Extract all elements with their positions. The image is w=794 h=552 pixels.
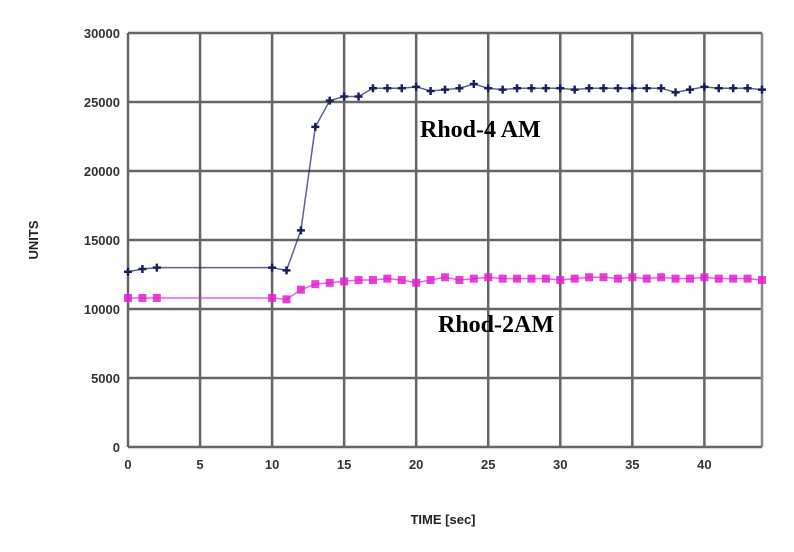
x-tick-label: 15 [337,457,351,472]
data-point [124,267,132,276]
data-point [325,278,334,287]
data-point [556,84,565,93]
data-point [700,82,709,91]
data-point [599,273,608,282]
data-point [383,274,392,283]
y-tick-label: 30000 [84,26,120,41]
x-tick-label: 20 [409,457,423,472]
y-tick-label: 15000 [84,233,120,248]
data-point [311,122,320,131]
data-point [685,85,694,94]
grid [126,31,764,449]
data-point [570,274,579,283]
y-tick-label: 5000 [91,371,120,386]
data-point [368,84,377,93]
data-point [455,276,464,285]
data-point [340,277,349,286]
data-point [585,84,594,93]
annotation-rhod4: Rhod-4 AM [420,117,541,143]
data-point [628,84,637,93]
data-point [527,84,536,93]
data-point [325,96,334,105]
data-point [268,263,277,272]
x-tick-label: 30 [553,457,567,472]
x-tick-label: 0 [124,457,131,472]
y-tick-label: 0 [113,440,120,455]
data-point [671,274,680,283]
data-point [469,80,478,89]
data-point [138,264,147,273]
annotation-rhod2: Rhod-2AM [438,312,554,338]
data-point [613,274,622,283]
data-point [412,82,421,91]
data-point [513,84,522,93]
data-point [484,273,493,282]
data-point [152,263,161,272]
data-point [282,295,291,304]
data-point [729,84,738,93]
data-point [613,84,622,93]
data-point [671,88,680,97]
y-tick-label: 10000 [84,302,120,317]
data-point [368,276,377,285]
data-point [498,274,507,283]
data-point [311,280,320,289]
x-tick-label: 5 [196,457,203,472]
data-point [268,293,277,302]
data-point [513,274,522,283]
data-point [340,92,349,101]
data-point [541,84,550,93]
data-point [758,85,766,94]
data-point [282,266,291,275]
data-point [556,276,565,285]
x-tick-label: 10 [265,457,279,472]
data-point [412,278,421,287]
data-point [354,276,363,285]
data-point [152,293,161,302]
data-point [296,285,305,294]
data-point [441,85,449,94]
y-tick-label: 20000 [84,164,120,179]
x-axis-label: TIME [sec] [410,512,475,527]
data-point [714,274,723,283]
data-point [700,273,709,282]
data-point [714,84,723,93]
data-point [642,274,651,283]
data-point [628,273,637,282]
data-point [498,85,507,94]
data-point [585,273,594,282]
x-tick-label: 25 [481,457,495,472]
data-point [124,293,132,302]
data-point [484,84,493,93]
data-point [642,84,651,93]
y-axis-label: UNITS [26,220,41,259]
data-point [426,276,435,285]
data-point [296,226,305,235]
data-point [383,84,392,93]
data-point [743,84,752,93]
y-tick-label: 25000 [84,95,120,110]
data-point [729,274,738,283]
x-tick-label: 35 [625,457,639,472]
data-point [469,274,478,283]
data-point [354,92,363,101]
data-point [685,274,694,283]
data-point [455,84,464,93]
data-point [758,276,766,285]
data-point [426,86,435,95]
data-point [599,84,608,93]
data-point [743,274,752,283]
x-tick-label: 40 [697,457,711,472]
data-point [541,274,550,283]
data-point [138,293,147,302]
series-line-0 [127,83,763,273]
data-point [570,85,579,94]
data-point [657,273,666,282]
data-point [397,84,406,93]
data-point [441,273,449,282]
data-point [397,276,406,285]
data-point [657,84,666,93]
data-point [527,274,536,283]
